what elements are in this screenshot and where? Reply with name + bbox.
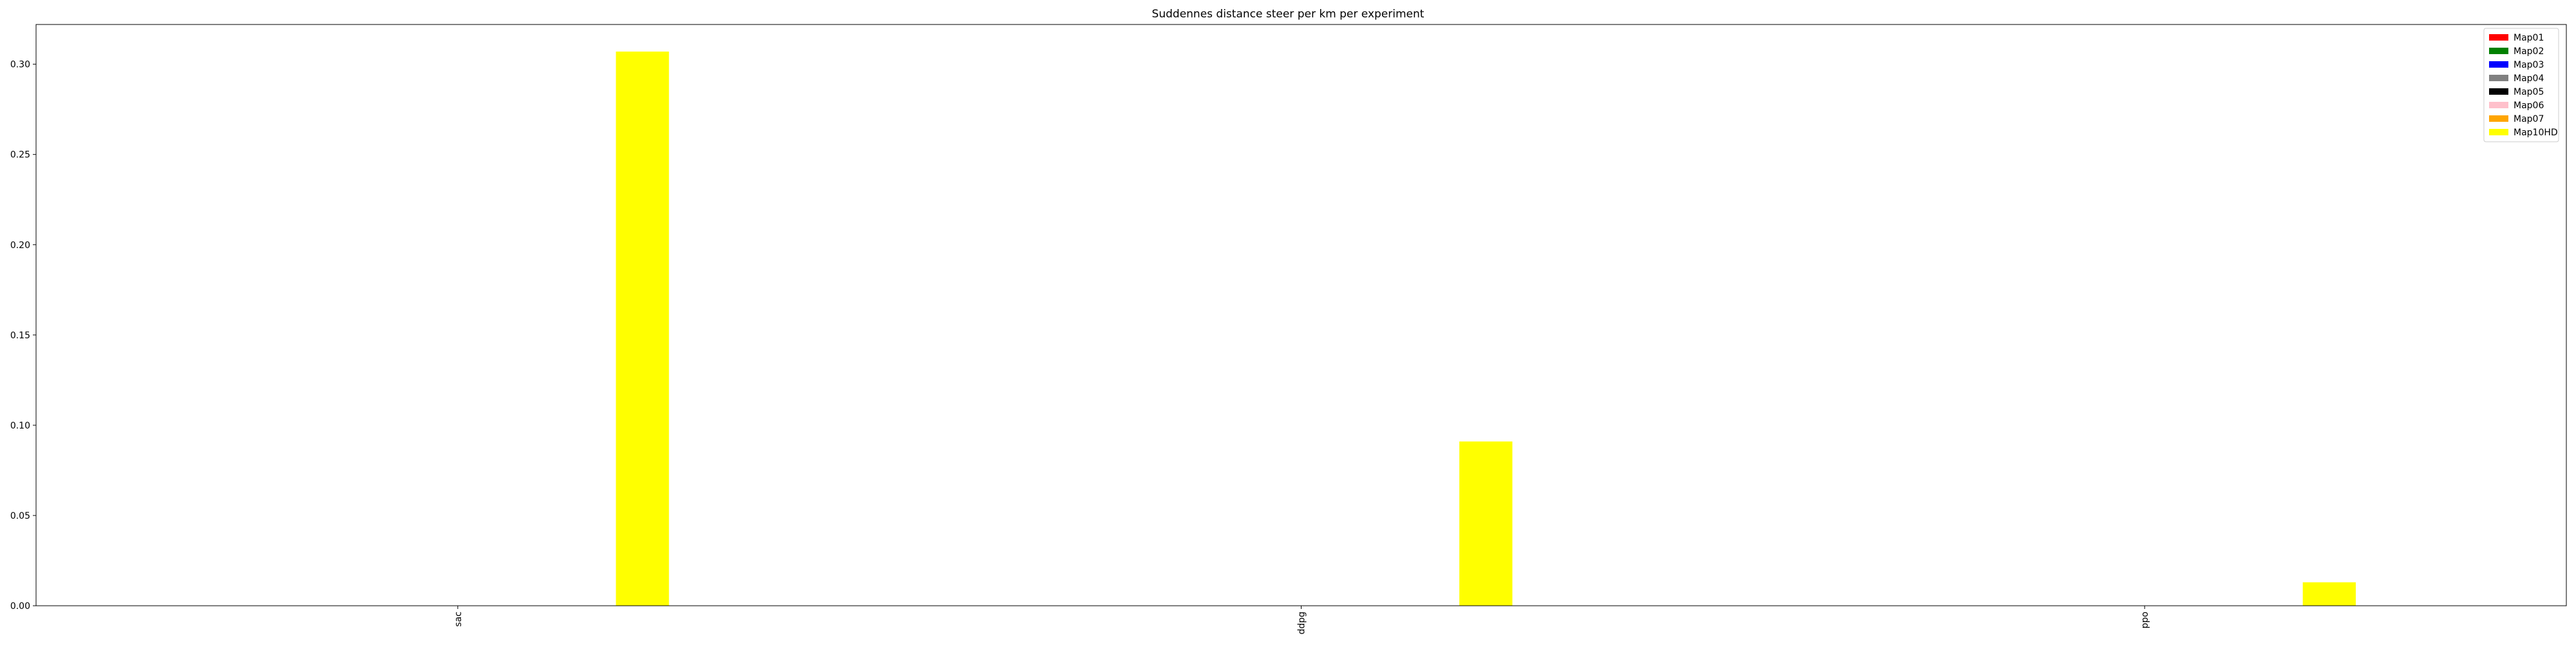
y-tick-label: 0.05: [10, 511, 30, 521]
legend-swatch-map05: [2489, 88, 2508, 95]
plot-frame: [35, 24, 2567, 606]
y-tick-label: 0.00: [10, 601, 30, 612]
y-tick-label: 0.25: [10, 150, 30, 160]
legend-swatch-map01: [2489, 34, 2508, 41]
bars-layer: [616, 52, 2356, 606]
x-tick-label-ppo: ppo: [2140, 612, 2150, 628]
bar-map10hd-sac: [616, 52, 669, 606]
legend-swatch-map04: [2489, 75, 2508, 81]
legend-swatch-map02: [2489, 48, 2508, 54]
y-tick-label: 0.15: [10, 331, 30, 341]
legend-label-map10hd: Map10HD: [2514, 128, 2558, 138]
x-tick-label-ddpg: ddpg: [1297, 612, 1307, 635]
legend-swatch-map07: [2489, 115, 2508, 122]
y-tick-label: 0.10: [10, 421, 30, 431]
legend-label-map04: Map04: [2514, 73, 2544, 84]
chart-title: Suddennes distance steer per km per expe…: [1152, 8, 1425, 21]
y-tick-label: 0.20: [10, 240, 30, 251]
legend: Map01 Map02 Map03 Map04 Map05 Map06 Map07 Map10…: [2483, 28, 2559, 142]
legend-label-map05: Map05: [2514, 87, 2544, 97]
legend-swatch-map06: [2489, 102, 2508, 108]
bar-map10hd-ddpg: [1459, 441, 1513, 606]
legend-label-map01: Map01: [2514, 33, 2544, 43]
y-tick-label: 0.30: [10, 60, 30, 70]
legend-swatch-map10hd: [2489, 129, 2508, 135]
legend-label-map02: Map02: [2514, 46, 2544, 57]
legend-label-map03: Map03: [2514, 60, 2544, 70]
x-tick-label-sac: sac: [453, 612, 464, 627]
bar-map10hd-ppo: [2302, 582, 2356, 606]
legend-box: [2483, 28, 2559, 142]
legend-label-map06: Map06: [2514, 101, 2544, 111]
axes-layer: 0.00 0.05 0.10 0.15 0.20 0.25 0.30 sac ddpg ppo: [10, 24, 2567, 635]
legend-label-map07: Map07: [2514, 114, 2544, 124]
legend-swatch-map03: [2489, 61, 2508, 68]
